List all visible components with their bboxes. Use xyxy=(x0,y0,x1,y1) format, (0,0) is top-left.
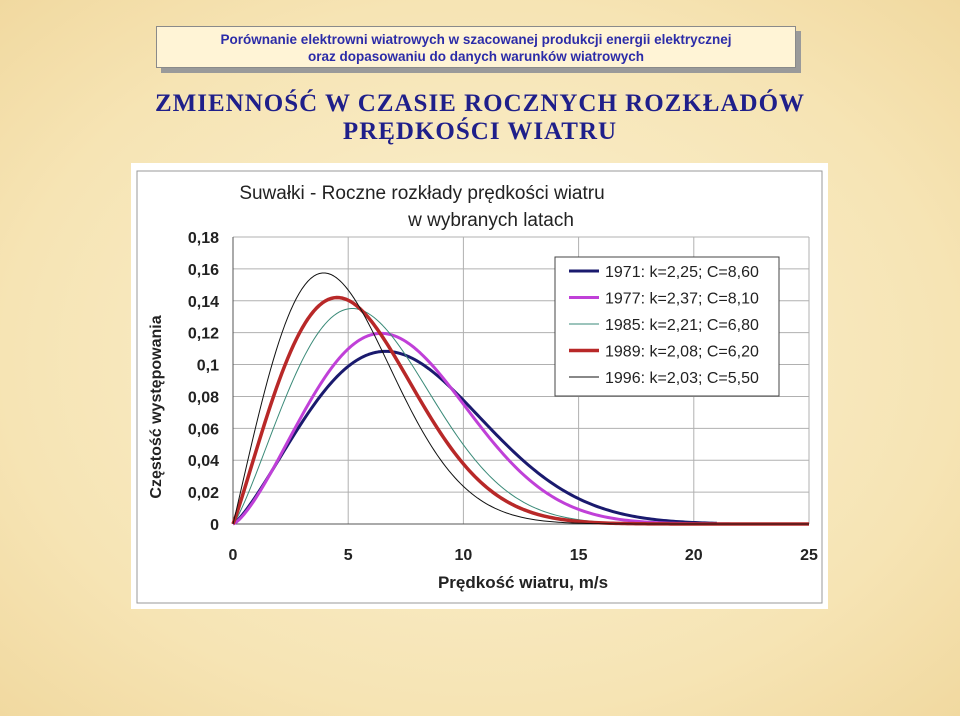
y-tick-label: 0,08 xyxy=(188,389,219,406)
y-tick-label: 0,18 xyxy=(188,230,219,247)
series-line xyxy=(232,349,717,526)
x-tick-label: 20 xyxy=(685,547,703,564)
x-tick-label: 15 xyxy=(570,547,588,564)
chart-container: Suwałki - Roczne rozkłady prędkości wiat… xyxy=(131,163,828,609)
y-tick-label: 0,16 xyxy=(188,262,219,279)
y-tick-label: 0,14 xyxy=(188,294,219,311)
slide-heading-line-1: ZMIENNOŚĆ W CZASIE ROCZNYCH ROZKŁADÓW xyxy=(154,90,806,117)
weibull-chart: Suwałki - Roczne rozkłady prędkości wiat… xyxy=(136,170,823,604)
chart-title-line-1: Suwałki - Roczne rozkłady prędkości wiat… xyxy=(239,183,604,204)
y-tick-label: 0,1 xyxy=(197,358,219,375)
legend-label: 1985: k=2,21; C=6,80 xyxy=(605,317,759,334)
y-axis-label: Częstość występowania xyxy=(148,315,165,498)
x-tick-label: 5 xyxy=(344,547,353,564)
series-line xyxy=(232,272,809,525)
x-tick-label: 10 xyxy=(455,547,473,564)
banner-line-2: oraz dopasowaniu do danych warunków wiat… xyxy=(307,49,645,64)
slide-heading-line-2: PRĘDKOŚCI WIATRU xyxy=(342,118,618,145)
y-tick-label: 0,06 xyxy=(188,421,219,438)
x-tick-label: 25 xyxy=(800,547,818,564)
y-tick-label: 0,12 xyxy=(188,326,219,343)
header-banner: Porównanie elektrowni wiatrowych w szaco… xyxy=(156,26,796,68)
y-tick-label: 0,04 xyxy=(188,453,219,470)
banner-line-1: Porównanie elektrowni wiatrowych w szaco… xyxy=(220,32,732,47)
y-tick-label: 0 xyxy=(210,517,219,534)
legend-label: 1989: k=2,08; C=6,20 xyxy=(605,344,759,361)
legend-label: 1971: k=2,25; C=8,60 xyxy=(605,264,759,281)
legend-box xyxy=(554,256,780,397)
legend-label: 1996: k=2,03; C=5,50 xyxy=(605,370,759,387)
chart-title-line-2: w wybranych latach xyxy=(407,210,574,231)
x-tick-label: 0 xyxy=(229,547,238,564)
y-tick-label: 0,02 xyxy=(188,485,219,502)
x-axis-label: Prędkość wiatru, m/s xyxy=(438,573,608,592)
slide-heading: ZMIENNOŚĆ W CZASIE ROCZNYCH ROZKŁADÓW PR… xyxy=(0,90,960,146)
legend-label: 1977: k=2,37; C=8,10 xyxy=(605,291,759,308)
